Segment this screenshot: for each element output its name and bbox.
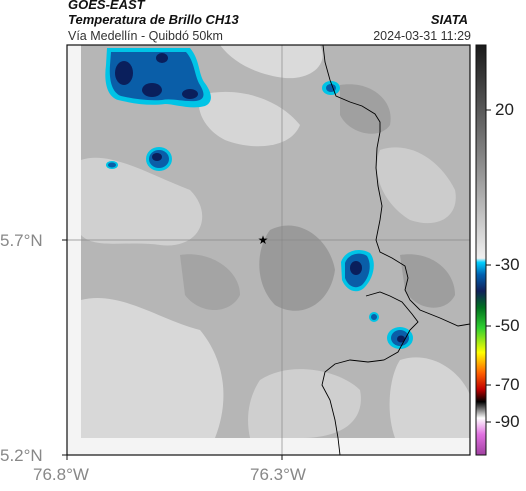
map-frame: [66, 44, 471, 456]
cool-area-center: [180, 254, 240, 310]
warm-area-southeast: [389, 357, 470, 438]
warm-area-west: [81, 157, 203, 246]
coastline: [322, 45, 470, 327]
satellite-title: GOES-EAST: [68, 0, 145, 12]
lat-label-5-2: 5.2°N: [0, 446, 43, 465]
colorbar-tick-20: 20: [495, 100, 514, 119]
warm-area-south: [248, 369, 361, 438]
warm-area-north: [198, 91, 300, 147]
colorbar-tick-minus-70: -70: [495, 375, 520, 394]
colorbar-tick-minus-50: -50: [495, 316, 520, 335]
cold-cloud-northeast: [322, 81, 340, 95]
cool-area-northeast: [340, 84, 391, 134]
warm-area-east: [376, 147, 456, 224]
warm-area-north-strip: [220, 45, 323, 79]
cold-cloud-southeast-small: [369, 312, 379, 322]
cold-cloud-southeast: [387, 327, 413, 349]
region-subtitle: Vía Medellín - Quibdó 50km: [68, 29, 223, 43]
cold-cloud-east-large: [341, 250, 374, 292]
route-reference-star: ★: [258, 233, 269, 247]
colorbar: [475, 44, 487, 456]
cool-area-east: [400, 254, 455, 308]
cool-area-central: [259, 225, 335, 311]
warm-area-southwest: [81, 297, 224, 438]
organization-label: SIATA: [430, 12, 468, 27]
colorbar-tick-minus-90: -90: [495, 412, 520, 431]
colorbar-tick-minus-30: -30: [495, 255, 520, 274]
cold-cloud-small-west: [106, 161, 118, 169]
product-title: Temperatura de Brillo CH13: [68, 12, 239, 27]
lat-label-5-7: 5.7°N: [0, 231, 43, 250]
boundary-east: [321, 291, 419, 455]
lon-label-76-3: 76.3°W: [250, 465, 306, 484]
lon-label-76-8: 76.8°W: [33, 465, 89, 484]
timestamp-label: 2024-03-31 11:29: [373, 29, 471, 43]
cold-cloud-northwest: [105, 48, 211, 108]
cold-cloud-west: [146, 147, 172, 171]
